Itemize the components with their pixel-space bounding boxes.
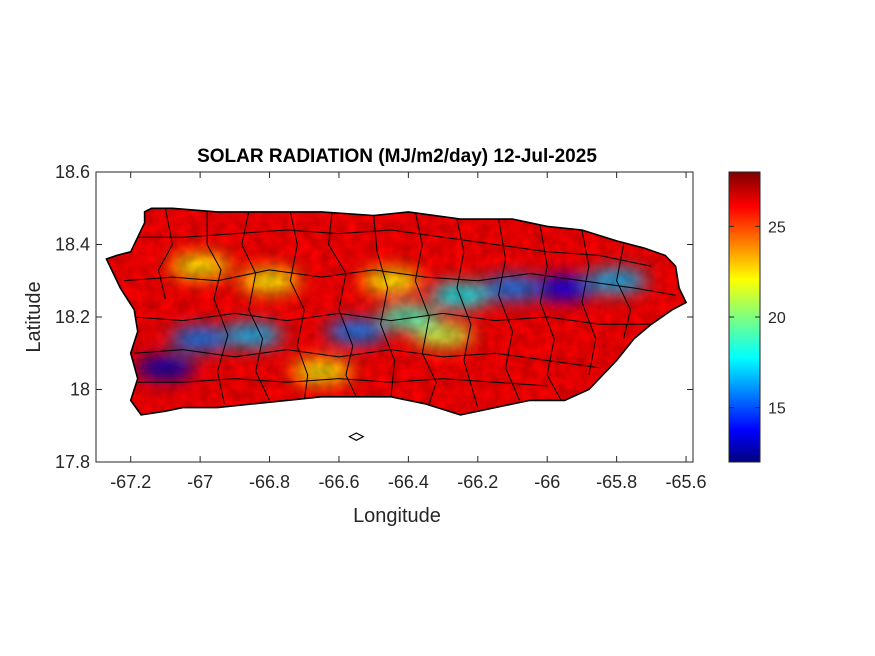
municipality-boundary [414, 211, 437, 405]
colorbar-tick-label: 25 [768, 219, 786, 236]
y-tick-label: 18 [70, 380, 90, 400]
x-axis: -67.2 -67 -66.8 -66.6 -66.4 -66.2 -66 -65.8 -65.… [110, 172, 707, 492]
x-tick-label: -67 [187, 472, 213, 492]
y-tick-label: 17.8 [55, 452, 90, 472]
municipality-boundary [498, 219, 520, 401]
municipality-boundary [137, 229, 652, 267]
y-axis-label: Latitude [23, 281, 45, 352]
colorbar-ticks: 15 20 25 [729, 219, 786, 418]
municipality-boundary [157, 208, 173, 300]
colorbar-tick-label: 15 [768, 401, 786, 418]
municipality-boundary [123, 269, 676, 296]
x-tick-label: -66.4 [388, 472, 429, 492]
municipality-boundary [456, 218, 479, 408]
colorbar-tick-label: 20 [768, 310, 786, 327]
x-tick-label: -65.6 [666, 472, 707, 492]
x-axis-label: Longitude [353, 505, 441, 527]
x-tick-label: -66.6 [318, 472, 359, 492]
municipality-boundary [134, 312, 652, 325]
y-tick-label: 18.6 [55, 162, 90, 182]
x-tick-label: -66.2 [457, 472, 498, 492]
municipality-boundaries [123, 208, 676, 408]
municipality-boundary [373, 215, 396, 397]
municipality-boundary [134, 349, 600, 369]
y-tick-label: 18.4 [55, 235, 90, 255]
colorbar [728, 171, 761, 463]
island-coastline [105, 207, 688, 416]
municipality-boundary [539, 226, 562, 401]
municipality-boundary [328, 211, 357, 398]
municipality-boundary [206, 211, 229, 405]
municipality-boundary [241, 211, 270, 401]
x-tick-label: -66 [534, 472, 560, 492]
x-tick-label: -65.8 [596, 472, 637, 492]
y-axis: 17.8 18 18.2 18.4 18.6 [55, 162, 693, 472]
municipality-boundary [137, 378, 548, 387]
islet-outline [348, 432, 365, 441]
y-tick-label: 18.2 [55, 307, 90, 327]
x-tick-label: -67.2 [110, 472, 151, 492]
x-tick-label: -66.8 [249, 472, 290, 492]
chart-title: SOLAR RADIATION (MJ/m2/day) 12-Jul-2025 [197, 146, 597, 167]
municipality-boundary [289, 211, 309, 401]
